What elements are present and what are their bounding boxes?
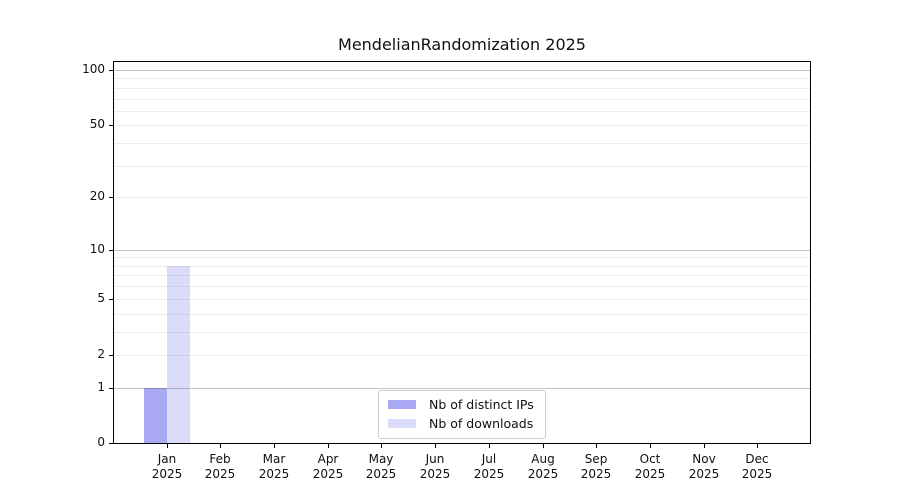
- y-axis-tick-label: 5: [97, 291, 105, 305]
- minor-gridline-4: [114, 314, 810, 315]
- y-axis-tick-label: 100: [82, 62, 105, 76]
- minor-gridline-60: [114, 111, 810, 112]
- x-axis-label-oct: Oct 2025: [618, 452, 682, 481]
- x-axis-label-may: May 2025: [349, 452, 413, 481]
- year-label: 2025: [312, 466, 344, 481]
- minor-gridline-50: [114, 125, 810, 126]
- x-axis-label-feb: Feb 2025: [188, 452, 252, 481]
- month-label: Dec: [745, 452, 769, 466]
- month-label: Aug: [531, 452, 555, 466]
- month-label: Oct: [639, 452, 661, 466]
- year-label: 2025: [365, 466, 397, 481]
- y-axis-tick-label: 1: [97, 380, 105, 394]
- month-label: Sep: [584, 452, 608, 466]
- year-label: 2025: [204, 466, 236, 481]
- minor-gridline-80: [114, 88, 810, 89]
- distinct-ips-swatch-icon: [388, 400, 416, 409]
- year-label: 2025: [258, 466, 290, 481]
- y-axis-tick-10: [109, 250, 113, 251]
- downloads-swatch-icon: [388, 419, 416, 428]
- x-axis-tick-nov: [704, 444, 705, 448]
- minor-gridline-5: [114, 299, 810, 300]
- month-label: Apr: [317, 452, 339, 466]
- year-label: 2025: [527, 466, 559, 481]
- month-label: May: [368, 452, 394, 466]
- legend-label-distinct-ips: Nb of distinct IPs: [429, 397, 534, 412]
- minor-gridline-70: [114, 99, 810, 100]
- x-axis-label-sep: Sep 2025: [564, 452, 628, 481]
- month-label: Mar: [262, 452, 286, 466]
- minor-gridline-90: [114, 78, 810, 79]
- x-axis-label-nov: Nov 2025: [672, 452, 736, 481]
- minor-gridline-20: [114, 197, 810, 198]
- major-gridline-10: [114, 250, 810, 251]
- x-axis-tick-apr: [328, 444, 329, 448]
- x-axis-label-aug: Aug 2025: [511, 452, 575, 481]
- bar-downloads-jan: [167, 266, 190, 443]
- y-axis-tick-100: [109, 70, 113, 71]
- month-label: Jul: [481, 452, 497, 466]
- month-label: Jun: [425, 452, 445, 466]
- x-axis-tick-jun: [435, 444, 436, 448]
- plot-border: [113, 61, 811, 444]
- year-label: 2025: [151, 466, 183, 481]
- x-axis-tick-jul: [489, 444, 490, 448]
- x-axis-label-jan: Jan 2025: [135, 452, 199, 481]
- y-axis-tick-0: [109, 443, 113, 444]
- minor-gridline-8: [114, 266, 810, 267]
- minor-gridline-6: [114, 286, 810, 287]
- month-label: Nov: [692, 452, 716, 466]
- y-axis-tick-2: [109, 355, 113, 356]
- x-axis-tick-feb: [220, 444, 221, 448]
- year-label: 2025: [688, 466, 720, 481]
- bar-distinct-ips-jan: [144, 388, 167, 443]
- minor-gridline-3: [114, 332, 810, 333]
- chart-title: MendelianRandomization 2025: [338, 35, 586, 54]
- y-axis-tick-5: [109, 299, 113, 300]
- x-axis-label-mar: Mar 2025: [242, 452, 306, 481]
- legend: Nb of distinct IPs Nb of downloads: [378, 390, 546, 439]
- x-axis-label-apr: Apr 2025: [296, 452, 360, 481]
- y-axis-tick-label: 0: [97, 435, 105, 449]
- x-axis-label-jul: Jul 2025: [457, 452, 521, 481]
- x-axis-label-jun: Jun 2025: [403, 452, 467, 481]
- y-axis-tick-1: [109, 388, 113, 389]
- x-axis-tick-may: [381, 444, 382, 448]
- x-axis-tick-aug: [543, 444, 544, 448]
- minor-gridline-30: [114, 166, 810, 167]
- y-axis-tick-label: 10: [89, 242, 105, 256]
- y-axis-tick-label: 50: [89, 117, 105, 131]
- x-axis-label-dec: Dec 2025: [725, 452, 789, 481]
- x-axis-tick-sep: [596, 444, 597, 448]
- y-axis-tick-20: [109, 197, 113, 198]
- x-axis-tick-oct: [650, 444, 651, 448]
- x-axis-tick-mar: [274, 444, 275, 448]
- year-label: 2025: [580, 466, 612, 481]
- year-label: 2025: [741, 466, 773, 481]
- minor-gridline-2: [114, 355, 810, 356]
- legend-label-downloads: Nb of downloads: [429, 416, 534, 431]
- legend-item-distinct-ips: Nb of distinct IPs: [388, 397, 534, 412]
- legend-item-downloads: Nb of downloads: [388, 416, 534, 431]
- x-axis-tick-dec: [757, 444, 758, 448]
- minor-gridline-7: [114, 275, 810, 276]
- minor-gridline-40: [114, 143, 810, 144]
- year-label: 2025: [419, 466, 451, 481]
- month-label: Feb: [209, 452, 231, 466]
- year-label: 2025: [473, 466, 505, 481]
- y-axis-tick-label: 2: [97, 347, 105, 361]
- y-axis-tick-label: 20: [89, 189, 105, 203]
- major-gridline-1: [114, 388, 810, 389]
- month-label: Jan: [157, 452, 177, 466]
- major-gridline-100: [114, 70, 810, 71]
- year-label: 2025: [634, 466, 666, 481]
- minor-gridline-9: [114, 257, 810, 258]
- x-axis-tick-jan: [167, 444, 168, 448]
- y-axis-tick-50: [109, 125, 113, 126]
